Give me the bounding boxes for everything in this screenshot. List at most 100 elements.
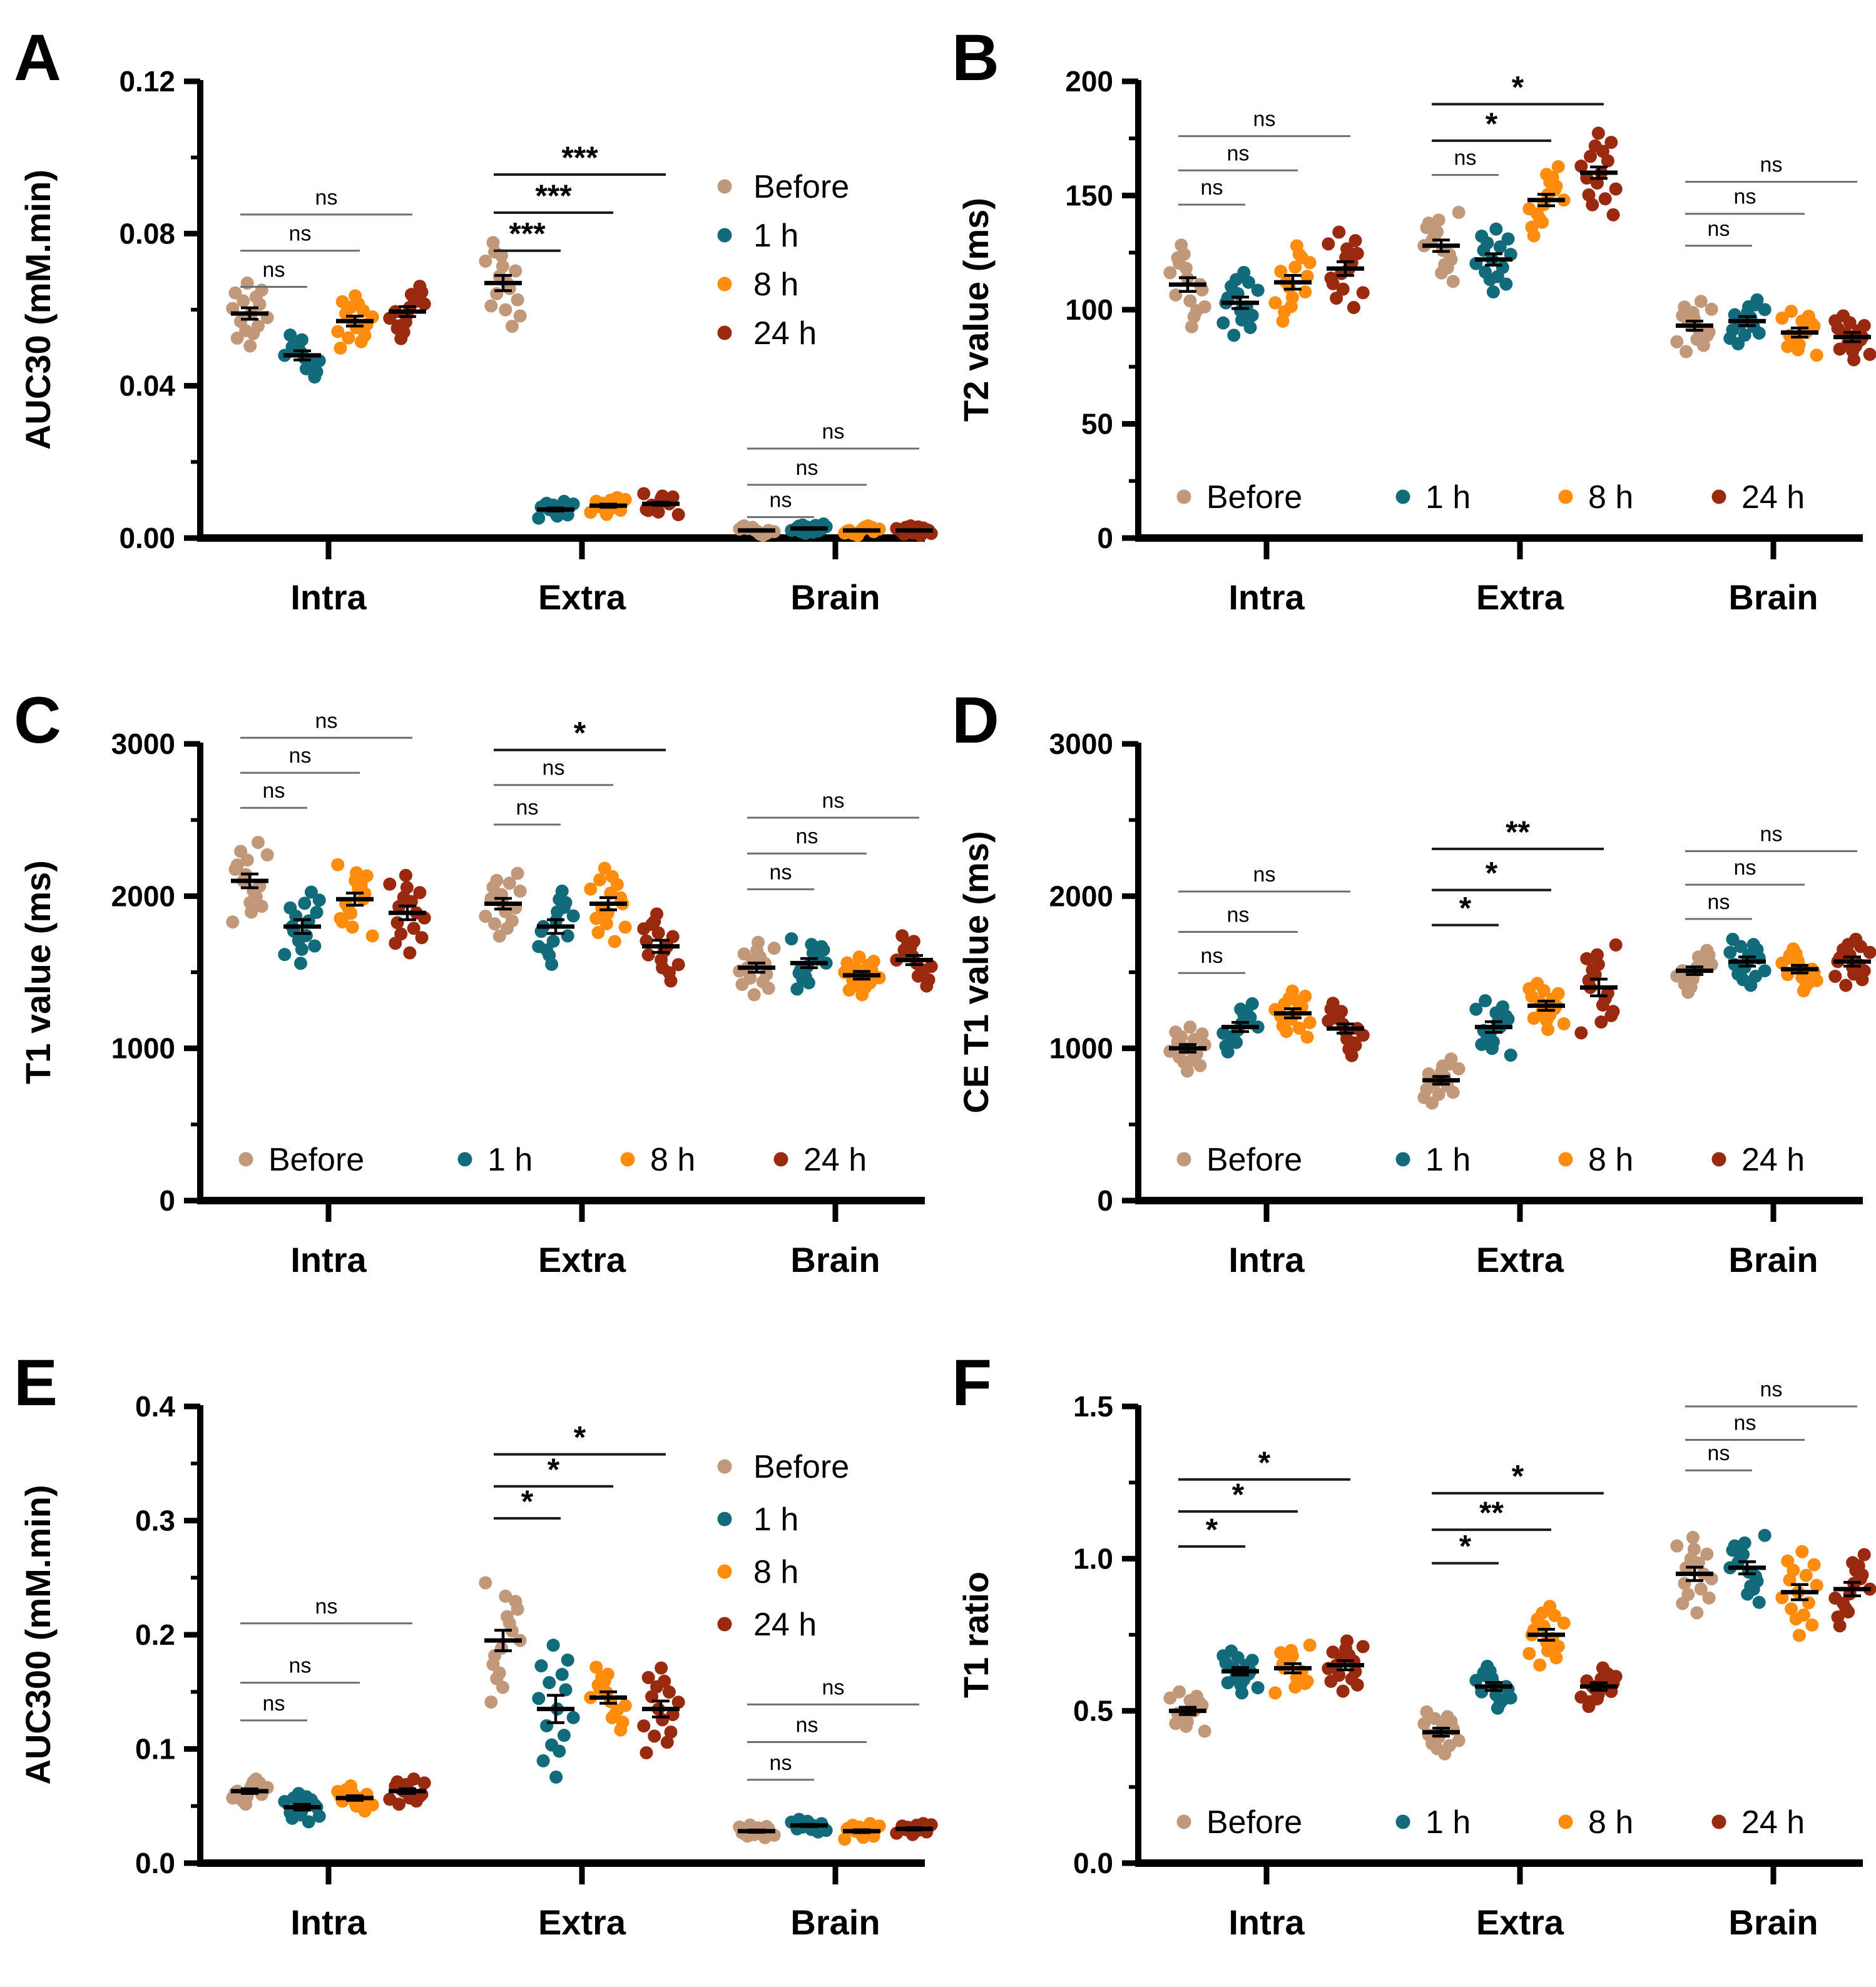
legend-dot-h24 (1711, 489, 1726, 504)
legend-dot-h8 (1558, 1152, 1573, 1167)
legend-dot-before (238, 1152, 253, 1167)
panel-b-svg: B 0 50 100 150 200 T2 value (ms) Intra Extra Brai… (952, 21, 1876, 617)
significance-label: ns (1760, 1378, 1783, 1401)
legend-label-h1: 1 h (1425, 1804, 1471, 1841)
legend-label-h1: 1 h (1425, 479, 1471, 516)
panel-e-svg: E 0.0 0.1 0.2 0.3 0.4 AUC300 (mM.min) Intra Extr… (14, 1346, 938, 1942)
y-axis-title: AUC300 (mM.min) (18, 1485, 58, 1784)
y-tick-label: 0 (1097, 1184, 1113, 1217)
legend-dot-h8 (717, 277, 732, 292)
significance-label: ns (263, 258, 285, 282)
legend-dot-before (717, 179, 732, 194)
legend-dot-before (1176, 1814, 1191, 1829)
significance-label: ns (1201, 944, 1223, 968)
y-tick-label: 2000 (111, 880, 175, 912)
y-tick-label: 200 (1065, 65, 1113, 98)
significance-label: ns (289, 222, 312, 246)
legend: Before 1 h 8 h 24 h (1176, 1804, 1805, 1841)
significance-label: ns (289, 744, 312, 768)
y-axis-title: T1 ratio (956, 1572, 996, 1698)
significance-label: * (1486, 106, 1498, 141)
panel-letter: C (14, 684, 61, 757)
x-category-label: Extra (1476, 1903, 1564, 1942)
significance-label: ns (1201, 176, 1223, 200)
legend-dot-h24 (1711, 1152, 1726, 1167)
dot-cluster (1469, 994, 1517, 1062)
y-tick-label: 0.4 (135, 1390, 175, 1423)
y-tick-label: 1000 (1049, 1032, 1113, 1065)
dot-cluster (479, 1576, 527, 1709)
legend-label-before: Before (1206, 1804, 1302, 1841)
legend-label-h8: 8 h (1588, 1142, 1633, 1178)
significance-label: ns (263, 1692, 285, 1715)
panel-letter: B (952, 21, 999, 94)
significance-label: *** (509, 216, 546, 252)
x-category-label: Intra (1228, 1903, 1305, 1942)
x-category-label: Extra (1476, 577, 1564, 617)
x-category-label: Brain (1728, 1240, 1818, 1279)
significance-label: ns (770, 1751, 792, 1775)
legend-dot-h1 (1395, 1814, 1410, 1829)
dot-cluster (1574, 938, 1623, 1040)
y-tick-label: 0.3 (135, 1505, 175, 1537)
legend-label-before: Before (1206, 1142, 1302, 1178)
dot-cluster (532, 884, 580, 971)
significance-label: ns (1708, 890, 1730, 914)
dot-cluster (785, 932, 833, 996)
dot-cluster (479, 866, 527, 943)
y-tick-label: 0.12 (119, 65, 175, 98)
legend-label-h1: 1 h (753, 218, 798, 254)
significance-label: ns (1734, 1411, 1756, 1435)
y-tick-label: 3000 (1049, 728, 1113, 760)
dot-cluster (1268, 984, 1317, 1044)
x-category-label: Brain (1728, 1903, 1818, 1942)
significance-label: ns (1734, 856, 1756, 880)
y-axis-title: CE T1 value (ms) (956, 831, 996, 1113)
significance-label: ns (1253, 863, 1276, 887)
significance-label: * (1206, 1512, 1218, 1547)
panel-c-svg: C 0 1000 2000 3000 T1 value (ms) Intra Extra Bra… (14, 684, 938, 1279)
legend-label-before: Before (268, 1142, 364, 1178)
dot-cluster (890, 929, 938, 993)
significance-label: *** (535, 178, 572, 213)
y-tick-label: 1000 (111, 1032, 175, 1065)
legend: Before 1 h 8 h 24 h (717, 169, 849, 352)
significance-label: ns (1760, 153, 1783, 177)
x-category-label: Brain (1728, 577, 1818, 617)
legend-label-h24: 24 h (803, 1142, 867, 1178)
y-tick-label: 50 (1081, 408, 1113, 440)
significance-label: ns (315, 186, 338, 210)
legend-label-before: Before (1206, 479, 1302, 516)
significance-label: *** (561, 140, 598, 175)
significance-label: ns (796, 1714, 818, 1737)
significance-label: ns (1454, 146, 1477, 170)
legend-dot-h8 (1558, 489, 1573, 504)
legend-label-h8: 8 h (753, 1554, 798, 1590)
significance-label: ns (289, 1654, 312, 1678)
legend-dot-h1 (1395, 1152, 1410, 1167)
y-tick-label: 0.5 (1073, 1695, 1113, 1727)
significance-label: ns (822, 420, 845, 444)
legend-dot-h1 (1395, 489, 1410, 504)
dot-cluster (278, 328, 326, 384)
significance-label: ns (1227, 141, 1250, 165)
x-category-label: Extra (538, 577, 626, 617)
y-tick-label: 1.0 (1073, 1542, 1113, 1575)
significance-label: ns (1708, 217, 1730, 241)
significance-label: ns (796, 456, 818, 480)
dot-cluster (1469, 222, 1517, 299)
panel-letter: D (952, 684, 999, 757)
significance-label: * (1258, 1445, 1271, 1480)
dot-cluster (1216, 997, 1265, 1059)
legend-dot-h24 (717, 1617, 732, 1632)
significance-label: * (521, 1484, 534, 1519)
legend-label-h8: 8 h (753, 267, 798, 303)
legend-dot-h1 (717, 1512, 732, 1527)
significance-label: ns (315, 1595, 338, 1619)
y-tick-label: 0.04 (119, 370, 175, 402)
x-category-label: Brain (790, 1903, 880, 1942)
significance-label: ns (1734, 185, 1756, 209)
legend-dot-h24 (717, 325, 732, 340)
significance-label: ns (1708, 1441, 1730, 1465)
